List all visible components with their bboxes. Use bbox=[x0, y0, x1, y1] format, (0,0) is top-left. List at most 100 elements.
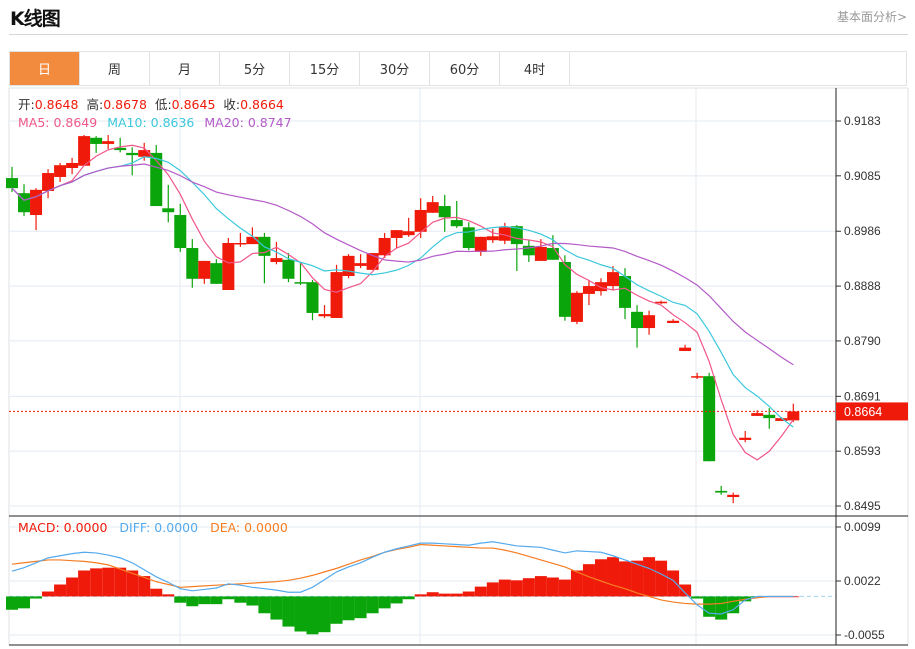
candle-up bbox=[378, 237, 391, 256]
candle-up bbox=[102, 141, 115, 144]
dea-line bbox=[11, 543, 794, 605]
macd-bar bbox=[342, 596, 355, 621]
candle-up bbox=[54, 165, 67, 177]
candle-down bbox=[186, 248, 199, 279]
macd-bar bbox=[90, 568, 103, 597]
macd-tick-label: 0.0022 bbox=[844, 574, 881, 588]
candle-up bbox=[42, 173, 55, 191]
tab-4hour[interactable]: 4时 bbox=[500, 52, 570, 85]
price-tick-label: 0.8495 bbox=[844, 499, 881, 513]
candle-down bbox=[258, 236, 271, 256]
ma5-legend: MA5: 0.8649 bbox=[18, 115, 97, 130]
macd-bar bbox=[474, 586, 487, 597]
macd-bar bbox=[631, 560, 644, 597]
candle-up bbox=[270, 258, 283, 263]
dea-value: DEA: 0.0000 bbox=[210, 520, 288, 535]
price-tick-label: 0.8593 bbox=[844, 444, 881, 458]
candles bbox=[6, 134, 800, 504]
macd-bar bbox=[534, 576, 547, 597]
macd-bar bbox=[607, 557, 619, 597]
macd-bar bbox=[462, 591, 475, 597]
diff-line bbox=[11, 541, 794, 615]
candle-up bbox=[655, 301, 668, 304]
candle-down bbox=[18, 193, 31, 213]
candle-up bbox=[234, 242, 247, 245]
candle-up bbox=[570, 292, 583, 322]
tab-month[interactable]: 月 bbox=[150, 52, 220, 85]
macd-bar bbox=[763, 596, 776, 598]
tab-15min[interactable]: 15分 bbox=[290, 52, 360, 85]
candle-up bbox=[594, 282, 607, 292]
fundamental-analysis-link[interactable]: 基本面分析> bbox=[836, 10, 907, 24]
macd-bar bbox=[582, 564, 595, 597]
candle-up bbox=[534, 246, 547, 261]
close-value: 0.8664 bbox=[240, 97, 284, 112]
macd-bar bbox=[450, 593, 463, 597]
current-price-marker: 0.8664 bbox=[9, 402, 908, 421]
candle-up bbox=[198, 260, 211, 279]
close-label: 收: bbox=[223, 97, 240, 112]
macd-bar bbox=[126, 570, 139, 597]
low-label: 低: bbox=[155, 97, 172, 112]
candle-up bbox=[222, 242, 235, 290]
macd-bar bbox=[739, 596, 752, 602]
axes: 0.9183 0.9085 0.8986 0.8888 0.8790 0.8691 0.85… bbox=[9, 88, 908, 646]
macd-bar bbox=[667, 570, 680, 597]
candle-down bbox=[438, 206, 451, 218]
ma-lines bbox=[11, 144, 794, 461]
macd-bar bbox=[102, 567, 115, 597]
macd-bar bbox=[390, 596, 403, 604]
price-tick-label: 0.9183 bbox=[844, 114, 881, 128]
macd-bar bbox=[294, 596, 307, 632]
candle-down bbox=[282, 259, 295, 279]
macd-panel bbox=[6, 541, 836, 635]
ohlc-legend: 开:0.8648 高:0.8678 低:0.8645 收:0.8664 MA5: 0.… bbox=[18, 97, 292, 130]
macd-bar bbox=[246, 596, 259, 606]
macd-bar bbox=[42, 591, 55, 597]
candle-up bbox=[318, 314, 331, 317]
macd-bar bbox=[162, 594, 175, 597]
candle-up bbox=[138, 150, 151, 157]
ma10-legend: MA10: 0.8636 bbox=[107, 115, 194, 130]
current-price-label: 0.8664 bbox=[844, 405, 882, 419]
candle-down bbox=[619, 276, 632, 308]
price-tick-label: 0.8691 bbox=[844, 389, 881, 403]
candle-down bbox=[631, 311, 644, 329]
candle-down bbox=[546, 248, 559, 260]
tab-week[interactable]: 周 bbox=[80, 52, 150, 85]
tab-60min[interactable]: 60分 bbox=[430, 52, 500, 85]
macd-bar bbox=[318, 596, 331, 633]
macd-bar bbox=[498, 579, 511, 597]
candle-up bbox=[775, 418, 788, 421]
candle-down bbox=[510, 226, 523, 245]
open-value: 0.8648 bbox=[35, 97, 79, 112]
candle-up bbox=[486, 236, 499, 241]
candle-up bbox=[30, 189, 43, 216]
tab-5min[interactable]: 5分 bbox=[220, 52, 290, 85]
diff-value: DIFF: 0.0000 bbox=[119, 520, 198, 535]
macd-bar bbox=[198, 596, 211, 605]
macd-bar bbox=[6, 596, 18, 610]
tab-30min[interactable]: 30分 bbox=[360, 52, 430, 85]
candle-down bbox=[150, 152, 163, 207]
candle-down bbox=[6, 178, 18, 189]
macd-bar bbox=[402, 596, 415, 600]
candle-up bbox=[342, 255, 355, 277]
macd-bar bbox=[570, 570, 583, 597]
page-title: K线图 bbox=[10, 8, 61, 30]
macd-bar bbox=[643, 557, 656, 597]
price-tick-label: 0.8888 bbox=[844, 279, 881, 293]
macd-bar bbox=[486, 582, 499, 597]
candle-down bbox=[703, 376, 716, 462]
candle-up bbox=[78, 136, 91, 166]
divider bbox=[9, 34, 908, 35]
ma5-line bbox=[11, 144, 794, 461]
current-price-box bbox=[836, 402, 908, 421]
tab-day[interactable]: 日 bbox=[10, 52, 80, 85]
macd-bar bbox=[78, 570, 91, 597]
macd-bar bbox=[426, 592, 439, 597]
candle-up bbox=[390, 230, 403, 238]
macd-bar bbox=[138, 576, 151, 597]
